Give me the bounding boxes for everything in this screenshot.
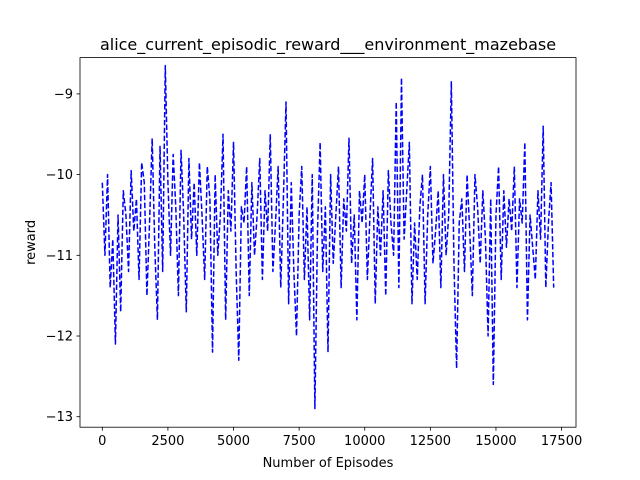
chart-title: alice_current_episodic_reward___environm… (100, 35, 556, 55)
x-tick-label: 12500 (410, 434, 451, 449)
x-tick-label: 0 (98, 434, 106, 449)
x-tick-label: 17500 (541, 434, 582, 449)
series-line-0 (101, 64, 555, 410)
y-axis-ticks: −13 −12 −11 −10 −9 (46, 87, 80, 425)
y-tick-label: −11 (46, 249, 73, 264)
y-tick-label: −10 (46, 168, 73, 183)
x-tick-label: 5000 (217, 434, 250, 449)
x-tick-label: 7500 (283, 434, 316, 449)
y-tick-label: −9 (54, 87, 73, 102)
series-layer (101, 64, 555, 410)
y-axis-label: reward (24, 220, 39, 265)
x-tick-label: 10000 (344, 434, 385, 449)
x-axis-ticks: 0 2500 5000 7500 10000 12500 15000 17500 (98, 427, 582, 449)
plot-area (80, 57, 576, 428)
x-tick-label: 2500 (151, 434, 184, 449)
y-tick-label: −12 (46, 330, 73, 345)
y-tick-label: −13 (46, 410, 73, 425)
plot-frame (79, 57, 577, 428)
x-axis-label: Number of Episodes (263, 456, 394, 471)
x-tick-label: 15000 (475, 434, 516, 449)
